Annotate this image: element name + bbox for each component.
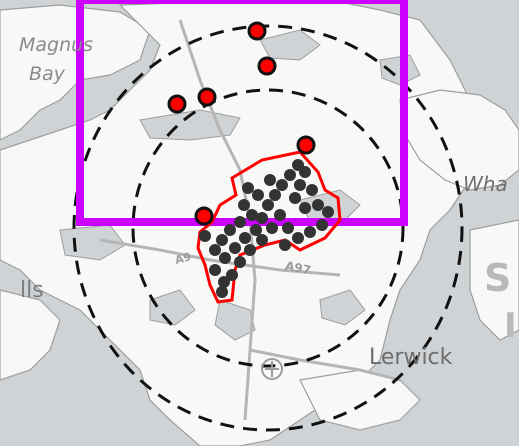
outer-range-ring	[72, 24, 464, 432]
marker-pin	[247, 21, 267, 41]
cluster-outline	[196, 150, 342, 304]
marker-pin	[167, 94, 187, 114]
marker-pins	[167, 21, 316, 226]
place-label-lls: lls	[20, 278, 44, 303]
place-label-bay: Bay	[29, 63, 65, 85]
marker-pin	[257, 56, 277, 76]
range-rings	[72, 24, 464, 432]
marker-pin	[296, 135, 316, 155]
marker-pin	[197, 87, 217, 107]
airport-icon	[261, 358, 283, 380]
place-label-wha: Wha	[463, 172, 508, 196]
cluster-dots	[199, 159, 334, 298]
place-label-lerwick: Lerwick	[369, 345, 453, 370]
marker-pin	[194, 206, 214, 226]
place-label-magnus: Magnus	[19, 34, 94, 56]
region-label-i: I	[504, 306, 517, 346]
inner-range-ring	[131, 88, 405, 368]
region-label-s: S	[484, 256, 512, 300]
